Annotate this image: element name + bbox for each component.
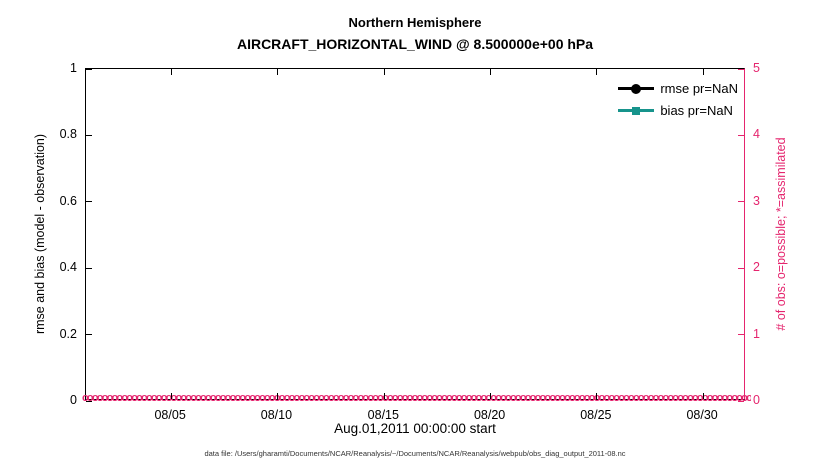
y-tick-mark-right <box>738 134 744 136</box>
legend-item: bias pr=NaN <box>618 103 738 118</box>
y-tick-mark-right <box>738 68 744 70</box>
x-tick-label: 08/15 <box>367 408 399 422</box>
y-tick-mark-left <box>86 134 92 136</box>
x-axis-label: Aug.01,2011 00:00:00 start <box>334 421 496 436</box>
chart-subtitle: AIRCRAFT_HORIZONTAL_WIND @ 8.500000e+00 … <box>236 36 594 52</box>
x-tick-mark-top <box>702 69 704 75</box>
legend-square-marker <box>632 106 641 115</box>
data-file-caption: data file: /Users/gharamti/Documents/NCA… <box>204 449 626 458</box>
y-tick-mark-left <box>86 400 92 402</box>
y-tick-mark-left <box>86 68 92 70</box>
obs-possible-markers: oooooooooooooooooooooooooooooooooooooooo… <box>82 392 751 404</box>
y-tick-mark-left <box>86 334 92 336</box>
y-tick-mark-right <box>738 400 744 402</box>
right-tick-label: 5 <box>753 61 760 75</box>
left-tick-label: 0.8 <box>59 127 77 142</box>
y-tick-mark-right <box>738 201 744 203</box>
x-tick-mark-top <box>490 69 492 75</box>
x-tick-label: 08/30 <box>686 408 718 422</box>
x-tick-mark-top <box>170 69 172 75</box>
y-tick-mark-right <box>738 267 744 269</box>
x-tick-mark-bottom <box>490 393 492 399</box>
x-tick-mark-top <box>383 69 385 75</box>
x-tick-mark-bottom <box>702 393 704 399</box>
legend-label: bias pr=NaN <box>660 103 733 118</box>
left-tick-label: 0.6 <box>59 193 77 208</box>
right-tick-label: 4 <box>753 127 760 142</box>
y-tick-mark-left <box>86 201 92 203</box>
left-axis-label: rmse and bias (model - observation) <box>33 133 47 335</box>
left-tick-label: 0.2 <box>59 326 77 341</box>
left-tick-label: 1 <box>70 61 77 75</box>
y-tick-mark-right <box>738 334 744 336</box>
x-tick-mark-bottom <box>596 393 598 399</box>
legend: rmse pr=NaN bias pr=NaN <box>618 81 738 125</box>
x-tick-label: 08/25 <box>580 408 612 422</box>
right-tick-label: 3 <box>753 193 760 208</box>
x-tick-mark-top <box>276 69 278 75</box>
right-tick-label: 2 <box>753 260 760 275</box>
x-tick-label: 08/10 <box>260 408 293 422</box>
x-tick-mark-bottom <box>383 393 385 399</box>
right-axis-label: # of obs: o=possible; *=assimilated <box>774 137 788 331</box>
left-tick-label: 0.4 <box>59 260 77 275</box>
x-tick-mark-bottom <box>170 393 172 399</box>
legend-circle-marker <box>631 83 642 94</box>
legend-line <box>618 106 655 115</box>
legend-label: rmse pr=NaN <box>660 81 738 96</box>
x-tick-label: 08/20 <box>473 408 506 422</box>
legend-item: rmse pr=NaN <box>618 81 738 96</box>
right-tick-label: 0 <box>753 393 760 407</box>
y-tick-mark-left <box>86 267 92 269</box>
legend-line <box>618 83 655 94</box>
right-tick-label: 1 <box>753 326 760 341</box>
chart-title: Northern Hemisphere <box>348 15 482 30</box>
plot-area: oooooooooooooooooooooooooooooooooooooooo… <box>82 68 751 404</box>
x-tick-mark-bottom <box>276 393 278 399</box>
x-tick-mark-top <box>596 69 598 75</box>
left-tick-label: 0 <box>70 393 77 407</box>
x-tick-label: 08/05 <box>154 408 186 422</box>
